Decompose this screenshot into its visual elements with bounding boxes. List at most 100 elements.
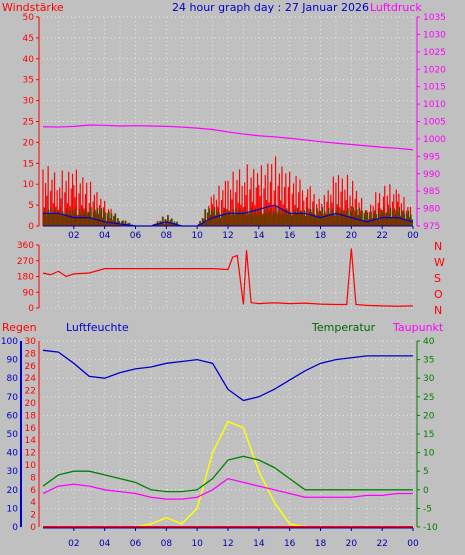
temperature-tick-label: 25 xyxy=(423,393,434,403)
pressure-tick-label: 1015 xyxy=(423,83,446,93)
time-tick-label-top: 18 xyxy=(315,231,327,241)
humidity-tick-label: 50 xyxy=(7,430,19,440)
wind-tick-label: 45 xyxy=(23,34,34,44)
temperature-tick-label: -5 xyxy=(423,504,432,514)
temperature-tick-label: 30 xyxy=(423,374,435,384)
rain-tick-label: 24 xyxy=(25,374,37,384)
direction-label-w: W xyxy=(434,256,445,269)
direction-tick-label: 90 xyxy=(23,288,35,298)
rain-tick-label: 20 xyxy=(25,399,37,409)
wind-tick-label: 40 xyxy=(23,55,35,65)
time-tick-label-bottom: 14 xyxy=(253,539,265,549)
pressure-tick-label: 1025 xyxy=(423,48,446,58)
pressure-tick-label: 1000 xyxy=(423,135,446,145)
humidity-tick-label: 80 xyxy=(7,374,19,384)
time-tick-label-bottom: 16 xyxy=(284,539,296,549)
pressure-tick-label: 985 xyxy=(423,187,440,197)
time-tick-label-bottom: 08 xyxy=(161,539,173,549)
temperature-tick-label: 0 xyxy=(423,486,429,496)
time-tick-label-bottom: 02 xyxy=(68,539,79,549)
dewpoint-line xyxy=(42,477,413,500)
rain-tick-label: 0 xyxy=(30,523,36,533)
humidity-line xyxy=(42,349,413,402)
pressure-tick-label: 1005 xyxy=(423,118,446,128)
wind-tick-label: 35 xyxy=(23,76,34,86)
humidity-tick-label: 40 xyxy=(7,449,19,459)
wind-tick-label: 15 xyxy=(23,159,34,169)
pressure-axis-label: Luftdruck xyxy=(370,1,422,14)
temperature-line xyxy=(42,455,413,493)
direction-tick-label: 270 xyxy=(17,257,34,267)
direction-label-o: O xyxy=(434,288,443,301)
wind-axis-label: Windstärke xyxy=(2,1,64,14)
temperature-tick-label: 40 xyxy=(423,337,435,347)
humidity-tick-label: 100 xyxy=(1,337,18,347)
rain-tick-label: 4 xyxy=(30,498,36,508)
time-tick-label-top: 04 xyxy=(99,231,111,241)
temperature-axis-label: Temperatur xyxy=(311,321,376,334)
rain-tick-label: 22 xyxy=(25,387,36,397)
direction-label-n-top: N xyxy=(434,240,442,253)
rain-tick-label: 2 xyxy=(30,511,36,521)
time-tick-label-bottom: 00 xyxy=(407,539,419,549)
humidity-tick-label: 70 xyxy=(7,393,19,403)
rain-tick-label: 18 xyxy=(25,411,37,421)
pressure-tick-label: 980 xyxy=(423,205,440,215)
pressure-tick-label: 975 xyxy=(423,222,440,232)
humidity-tick-label: 0 xyxy=(12,523,18,533)
time-tick-label-top: 14 xyxy=(253,231,265,241)
pressure-tick-label: 1030 xyxy=(423,30,446,40)
time-tick-label-bottom: 10 xyxy=(191,539,203,549)
wind-tick-label: 25 xyxy=(23,118,34,128)
rain-tick-label: 10 xyxy=(25,461,37,471)
wind-tick-label: 5 xyxy=(28,201,34,211)
rain-tick-label: 8 xyxy=(30,473,36,483)
temperature-tick-label: 35 xyxy=(423,356,434,366)
temperature-tick-label: 10 xyxy=(423,449,435,459)
direction-label-s: S xyxy=(434,272,441,285)
time-tick-label-bottom: 20 xyxy=(346,539,358,549)
wind-tick-label: 30 xyxy=(23,97,35,107)
rain-tick-label: 30 xyxy=(25,337,37,347)
time-tick-label-bottom: 18 xyxy=(315,539,327,549)
temperature-tick-label: 15 xyxy=(423,430,434,440)
graph-title: 24 hour graph day : 27 Januar 2026 xyxy=(172,1,369,14)
temperature-tick-label: 5 xyxy=(423,467,429,477)
wind-tick-label: 50 xyxy=(23,13,35,23)
time-tick-label-bottom: 12 xyxy=(222,539,233,549)
humidity-tick-label: 10 xyxy=(7,504,19,514)
direction-label-n-bottom: N xyxy=(434,304,442,317)
time-tick-label-top: 10 xyxy=(191,231,203,241)
wind-average-line xyxy=(43,204,414,227)
direction-tick-label: 0 xyxy=(28,304,34,314)
time-tick-label-top: 06 xyxy=(130,231,142,241)
humidity-tick-label: 90 xyxy=(7,356,19,366)
time-tick-label-top: 02 xyxy=(68,231,79,241)
wind-tick-label: 0 xyxy=(28,222,34,232)
direction-tick-label: 360 xyxy=(17,241,34,251)
time-tick-label-bottom: 06 xyxy=(130,539,142,549)
time-tick-label-top: 12 xyxy=(222,231,233,241)
direction-tick-label: 180 xyxy=(17,273,34,283)
time-tick-label-top: 20 xyxy=(346,231,358,241)
temperature-tick-label: 20 xyxy=(423,411,435,421)
humidity-tick-label: 30 xyxy=(7,467,19,477)
dewpoint-axis-label: Taupunkt xyxy=(392,321,444,334)
pressure-tick-label: 1035 xyxy=(423,13,446,23)
rain-tick-label: 14 xyxy=(25,436,37,446)
time-tick-label-top: 22 xyxy=(376,231,387,241)
pressure-line xyxy=(42,124,414,151)
rain-axis-label: Regen xyxy=(2,321,37,334)
pressure-tick-label: 1020 xyxy=(423,65,446,75)
pressure-tick-label: 990 xyxy=(423,170,440,180)
time-tick-label-top: 00 xyxy=(407,231,419,241)
wind-tick-label: 20 xyxy=(23,138,35,148)
time-tick-label-bottom: 04 xyxy=(99,539,111,549)
time-tick-label-bottom: 22 xyxy=(376,539,387,549)
wind-tick-label: 10 xyxy=(23,180,35,190)
time-tick-label-top: 08 xyxy=(161,231,173,241)
rain-tick-label: 28 xyxy=(25,349,37,359)
humidity-tick-label: 60 xyxy=(7,411,19,421)
